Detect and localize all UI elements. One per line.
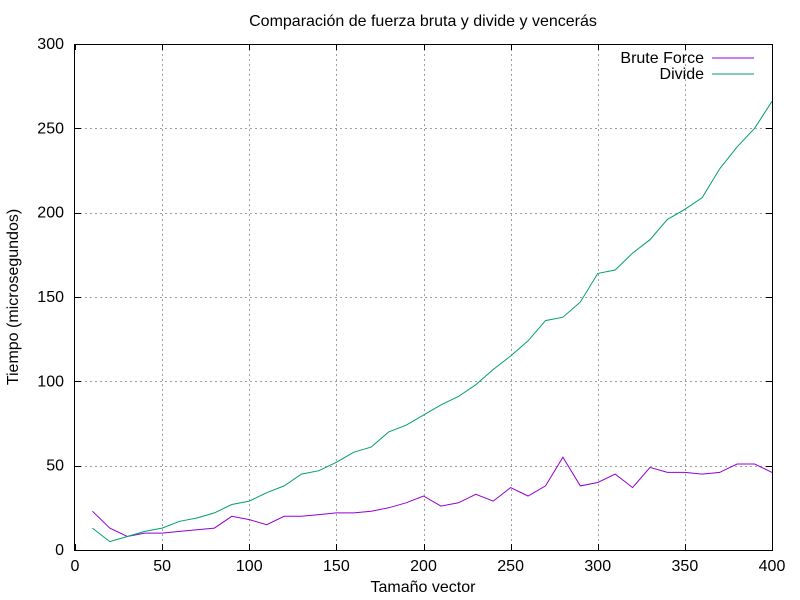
legend-label-divide: Divide xyxy=(660,66,705,83)
y-tick-label: 250 xyxy=(37,120,64,137)
series-lines xyxy=(92,101,773,543)
y-tick-label: 0 xyxy=(55,542,64,559)
plot-border xyxy=(74,44,773,551)
x-tick-label: 350 xyxy=(672,558,699,575)
x-tick-label: 50 xyxy=(153,558,171,575)
y-tick-labels: 0 50 100 150 200 250 300 xyxy=(37,36,64,559)
x-tick-label: 200 xyxy=(410,558,437,575)
chart-title: Comparación de fuerza bruta y divide y v… xyxy=(249,13,597,30)
x-tick-label: 400 xyxy=(759,558,786,575)
x-tick-label: 0 xyxy=(71,558,80,575)
series-line-brute-force xyxy=(92,456,773,538)
x-tick-label: 150 xyxy=(323,558,350,575)
y-tick-label: 50 xyxy=(46,458,64,475)
y-tick-label: 200 xyxy=(37,205,64,222)
legend: Brute Force Divide xyxy=(620,50,754,83)
x-tick-label: 250 xyxy=(497,558,524,575)
series-line-divide xyxy=(92,101,773,543)
y-tick-label: 100 xyxy=(37,373,64,390)
y-tick-label: 150 xyxy=(37,289,64,306)
y-axis-title: Tiempo (microsegundos) xyxy=(5,209,22,385)
x-tick-label: 300 xyxy=(584,558,611,575)
y-tick-label: 300 xyxy=(37,36,64,53)
x-axis-title: Tamaño vector xyxy=(371,579,477,596)
x-tick-labels: 0 50 100 150 200 250 300 350 400 xyxy=(71,558,786,575)
grid-lines xyxy=(75,44,772,550)
axis-ticks xyxy=(75,44,773,551)
legend-label-brute-force: Brute Force xyxy=(620,50,704,67)
x-tick-label: 100 xyxy=(236,558,263,575)
